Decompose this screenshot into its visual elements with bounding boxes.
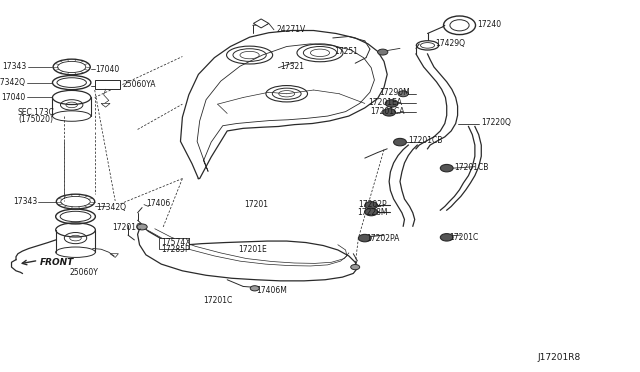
Text: 17201C: 17201C xyxy=(449,233,479,242)
Text: 17040: 17040 xyxy=(95,65,119,74)
Circle shape xyxy=(137,224,147,230)
Text: 17429Q: 17429Q xyxy=(435,39,465,48)
Text: 17240: 17240 xyxy=(477,20,501,29)
Circle shape xyxy=(440,234,453,241)
Text: 17202PA: 17202PA xyxy=(366,234,399,243)
Bar xyxy=(159,238,189,249)
Text: SEC.173C: SEC.173C xyxy=(18,108,55,117)
Text: 17220Q: 17220Q xyxy=(481,118,511,127)
Text: 24271V: 24271V xyxy=(276,25,306,33)
Text: 17201CB: 17201CB xyxy=(408,136,443,145)
Text: FRONT: FRONT xyxy=(40,258,74,267)
Text: 17251: 17251 xyxy=(335,47,358,56)
Text: 17342Q: 17342Q xyxy=(96,203,126,212)
Text: 17201CB: 17201CB xyxy=(454,163,489,172)
Text: J17201R8: J17201R8 xyxy=(538,353,581,362)
Bar xyxy=(95,80,120,89)
Text: 17201EA: 17201EA xyxy=(368,98,402,107)
Circle shape xyxy=(365,208,378,216)
Text: 17342Q: 17342Q xyxy=(0,78,26,87)
Text: 17202P: 17202P xyxy=(358,200,387,209)
Text: 17574X: 17574X xyxy=(161,238,191,247)
Circle shape xyxy=(440,164,453,172)
Text: 17201E: 17201E xyxy=(238,246,267,254)
Circle shape xyxy=(365,202,378,209)
Text: 17290M: 17290M xyxy=(379,88,410,97)
Text: 17201CA: 17201CA xyxy=(370,107,404,116)
Text: 17228M: 17228M xyxy=(357,208,388,217)
Circle shape xyxy=(398,91,408,97)
Text: 25060Y: 25060Y xyxy=(69,268,98,277)
Text: 17321: 17321 xyxy=(280,62,305,71)
Text: 17201C: 17201C xyxy=(204,296,233,305)
Circle shape xyxy=(351,264,360,270)
Circle shape xyxy=(394,138,406,146)
Circle shape xyxy=(358,234,371,242)
Circle shape xyxy=(383,109,396,116)
Circle shape xyxy=(250,286,259,291)
Text: (175020): (175020) xyxy=(18,115,53,124)
Text: 17406: 17406 xyxy=(146,199,170,208)
Text: 17040: 17040 xyxy=(1,93,26,102)
Circle shape xyxy=(378,49,388,55)
Circle shape xyxy=(385,100,398,107)
Polygon shape xyxy=(110,254,118,257)
Text: 17343: 17343 xyxy=(13,197,37,206)
Text: 17406M: 17406M xyxy=(256,286,287,295)
Text: 25060YA: 25060YA xyxy=(123,80,156,89)
Polygon shape xyxy=(253,19,269,28)
Text: 17285P: 17285P xyxy=(161,246,190,254)
Text: 17201: 17201 xyxy=(244,200,269,209)
Polygon shape xyxy=(101,103,110,107)
Text: 17201C: 17201C xyxy=(112,223,141,232)
Text: 17343: 17343 xyxy=(3,62,27,71)
